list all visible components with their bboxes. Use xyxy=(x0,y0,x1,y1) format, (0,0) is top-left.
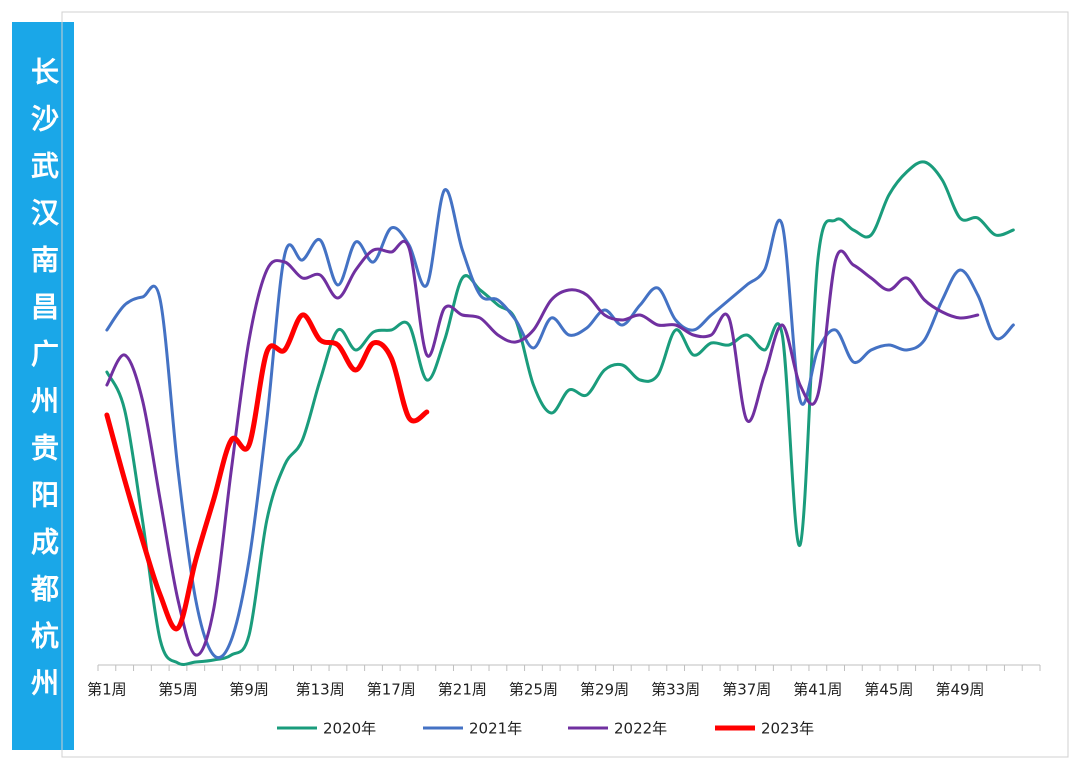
legend-label: 2023年 xyxy=(761,720,814,738)
x-tick-label: 第41周 xyxy=(793,681,842,699)
legend-label: 2021年 xyxy=(469,720,522,738)
x-tick-label: 第49周 xyxy=(935,681,984,699)
data-line xyxy=(105,188,1015,660)
x-tick-label: 第9周 xyxy=(229,681,269,699)
data-line xyxy=(104,312,430,632)
x-tick-label: 第29周 xyxy=(580,681,629,699)
x-tick-label: 第37周 xyxy=(722,681,771,699)
x-tick-label: 第21周 xyxy=(438,681,487,699)
x-tick-label: 第25周 xyxy=(509,681,558,699)
data-line xyxy=(105,160,1015,666)
data-line xyxy=(105,239,980,657)
chart-border xyxy=(61,11,1069,758)
legend-label: 2020年 xyxy=(323,720,376,738)
x-tick-label: 第17周 xyxy=(367,681,416,699)
x-tick-label: 第33周 xyxy=(651,681,700,699)
x-tick-label: 第5周 xyxy=(158,681,198,699)
x-tick-label: 第13周 xyxy=(296,681,345,699)
chart-title: 长沙武汉南昌广州贵阳成都杭州 xyxy=(27,57,60,715)
legend-label: 2022年 xyxy=(614,720,667,738)
title-box: 长沙武汉南昌广州贵阳成都杭州 xyxy=(12,22,74,750)
x-tick-label: 第45周 xyxy=(864,681,913,699)
x-tick-label: 第1周 xyxy=(87,681,127,699)
